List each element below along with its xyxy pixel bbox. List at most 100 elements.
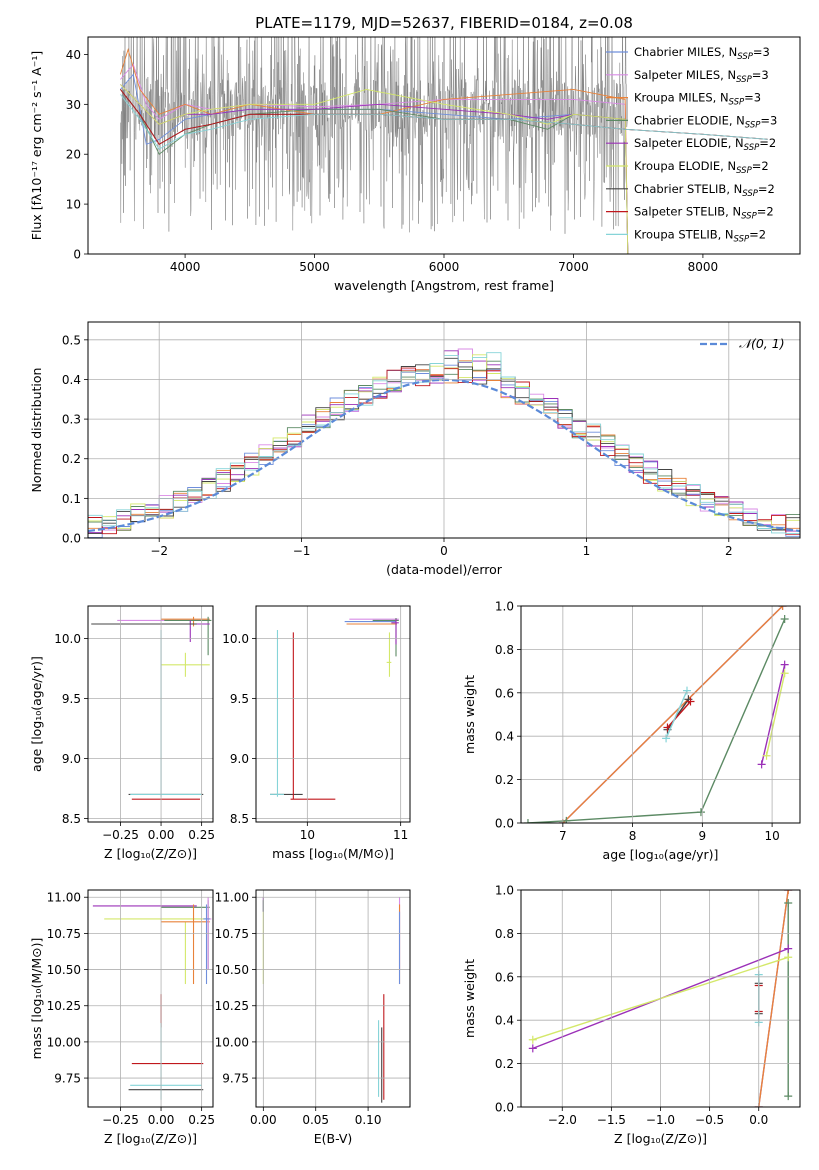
legend-entry-label: Salpeter STELIB, N xyxy=(634,205,741,219)
tick-label-x: 8 xyxy=(629,829,637,843)
mass-weight-line xyxy=(666,698,689,731)
tick-label-x: 4000 xyxy=(170,260,201,274)
tick-label-x: 11 xyxy=(393,828,408,842)
legend-entry: Chabrier ELODIE, NSSP=3 xyxy=(634,113,777,130)
legend-entry-label: Chabrier ELODIE, N xyxy=(634,113,745,127)
tick-label-y: 0 xyxy=(73,248,81,262)
mass-weight-line xyxy=(760,664,786,765)
tick-label-x: 8000 xyxy=(688,260,719,274)
x-axis-label: age [log₁₀(age/yr)] xyxy=(603,847,719,862)
axes-frame xyxy=(255,605,411,823)
mass-weight-point xyxy=(780,669,789,678)
tick-label-y: 10.0 xyxy=(222,632,249,646)
tick-label-y: 0.4 xyxy=(495,730,514,744)
x-axis-label: wavelength [Angstrom, rest frame] xyxy=(334,278,554,293)
legend-entry: Salpeter MILES, NSSP=3 xyxy=(634,68,769,85)
tick-label-x: 0.00 xyxy=(148,1113,175,1127)
tick-label-y: 10.25 xyxy=(47,999,81,1013)
mass-weight-point xyxy=(784,953,793,962)
x-axis-label: (data-model)/error xyxy=(386,562,503,577)
tick-label-x: −0.25 xyxy=(102,828,139,842)
mass-weight-point xyxy=(784,890,793,894)
tick-label-x: 0.25 xyxy=(188,828,215,842)
y-axis-label: mass [log₁₀(M/M⊙)] xyxy=(29,938,44,1060)
tick-label-y: 1.0 xyxy=(495,600,514,614)
tick-label-y: 10.50 xyxy=(215,963,249,977)
tick-label-y: 1.0 xyxy=(495,884,514,898)
mass-weight-point xyxy=(784,1092,793,1101)
chart-age_vs_mass: 10 11 8.5 9.0 9.5 10.0 mass [log₁₀(M/M⊙)] xyxy=(222,605,411,861)
legend-entry-sub: SSP xyxy=(745,120,761,130)
mass-weight-point xyxy=(778,606,787,610)
legend-entry-sub: SSP xyxy=(737,52,753,62)
tick-label-y: 40 xyxy=(66,48,81,62)
tick-label-y: 0.2 xyxy=(495,1057,514,1071)
mass-weight-point xyxy=(784,944,793,953)
tick-label-y: 0.0 xyxy=(62,532,81,546)
legend-entry-sub: SSP xyxy=(742,189,758,199)
tick-label-y: 10.00 xyxy=(47,1035,81,1049)
legend-entry: Chabrier MILES, NSSP=3 xyxy=(634,45,770,62)
tick-label-x: 7 xyxy=(559,829,567,843)
chart-mass_weight_vs_age: 7 8 9 10 0.0 0.2 0.4 0.6 0.8 1.0 age [log₁₀(age/yr… xyxy=(462,600,801,862)
plot-area-mass_vs_Z xyxy=(92,897,212,1100)
tick-label-x: −1 xyxy=(293,544,311,558)
tick-label-x: −0.5 xyxy=(695,1113,724,1127)
mass-weight-line xyxy=(665,690,688,739)
legend-entry-count: =2 xyxy=(752,159,769,173)
legend-entry: Kroupa MILES, NSSP=3 xyxy=(634,91,761,108)
axes-frame xyxy=(87,321,801,539)
chart-mass_vs_EBV: 0.00 0.05 0.10 9.75 10.00 10.25 10.50 10.75 11.0… xyxy=(215,889,411,1146)
tick-label-y: 8.5 xyxy=(230,812,249,826)
tick-label-y: 9.0 xyxy=(62,752,81,766)
x-axis-label: E(B-V) xyxy=(314,1131,353,1146)
legend-entry-normal: 𝒩(0, 1) xyxy=(739,336,785,351)
chart-spectrum: 4000 5000 6000 7000 8000 0 10 20 30 40 wavelength … xyxy=(29,14,801,293)
tick-label-x: −1.0 xyxy=(646,1113,675,1127)
axes-frame xyxy=(87,889,214,1108)
mass-weight-point xyxy=(780,660,789,669)
tick-label-y: 10.00 xyxy=(215,1035,249,1049)
legend-entry: Chabrier STELIB, NSSP=2 xyxy=(634,182,775,199)
chart-mass_vs_Z: −0.25 0.00 0.25 9.75 10.00 10.25 10.50 10.75 11.… xyxy=(29,889,215,1146)
tick-label-x: 5000 xyxy=(299,260,330,274)
observed-spectrum-line xyxy=(120,37,628,234)
mass-weight-point xyxy=(523,819,532,823)
legend-entry-count: =2 xyxy=(749,227,766,241)
tick-label-x: 10 xyxy=(300,828,315,842)
legend-entry-sub: SSP xyxy=(736,166,752,176)
mass-weight-point xyxy=(696,808,705,817)
tick-label-x: 9 xyxy=(699,829,707,843)
tick-label-y: 0.1 xyxy=(62,492,81,506)
tick-label-x: 2 xyxy=(725,544,733,558)
tick-label-y: 0.4 xyxy=(495,1014,514,1028)
x-axis-label: Z [log₁₀(Z/Z⊙)] xyxy=(104,1131,197,1146)
legend-entry-label: Kroupa ELODIE, N xyxy=(634,159,736,173)
legend-entry-sub: SSP xyxy=(729,98,745,108)
x-axis-label: mass [log₁₀(M/M⊙)] xyxy=(272,846,394,861)
tick-label-x: 1 xyxy=(583,544,591,558)
legend-entry: Kroupa ELODIE, NSSP=2 xyxy=(634,159,769,176)
plot-area-mass_weight_vs_age xyxy=(523,606,789,823)
tick-label-x: 0.00 xyxy=(250,1113,277,1127)
tick-label-x: −2 xyxy=(150,544,168,558)
model-spectrum-line xyxy=(120,63,629,254)
model-spectrum-line xyxy=(120,94,768,150)
y-axis-label: age [log₁₀(age/yr)] xyxy=(29,656,44,772)
tick-label-y: 10.50 xyxy=(47,963,81,977)
mass-weight-point xyxy=(757,760,766,769)
mass-weight-point xyxy=(780,615,789,624)
legend-entry-count: =3 xyxy=(753,45,770,59)
chart-title: PLATE=1179, MJD=52637, FIBERID=0184, z=0… xyxy=(255,14,633,32)
legend-entry-count: =3 xyxy=(744,91,761,105)
legend-entry-label: Chabrier STELIB, N xyxy=(634,182,742,196)
legend-entry-count: =3 xyxy=(752,68,769,82)
tick-label-y: 11.00 xyxy=(47,891,81,905)
y-axis-label: Flux [fλ10⁻¹⁷ erg cm⁻² s⁻¹ A⁻¹] xyxy=(29,51,44,240)
tick-label-y: 0.2 xyxy=(62,452,81,466)
tick-label-x: 7000 xyxy=(558,260,589,274)
tick-label-y: 9.0 xyxy=(230,752,249,766)
tick-label-x: −1.5 xyxy=(597,1113,626,1127)
legend-entry: Salpeter STELIB, NSSP=2 xyxy=(634,205,774,222)
